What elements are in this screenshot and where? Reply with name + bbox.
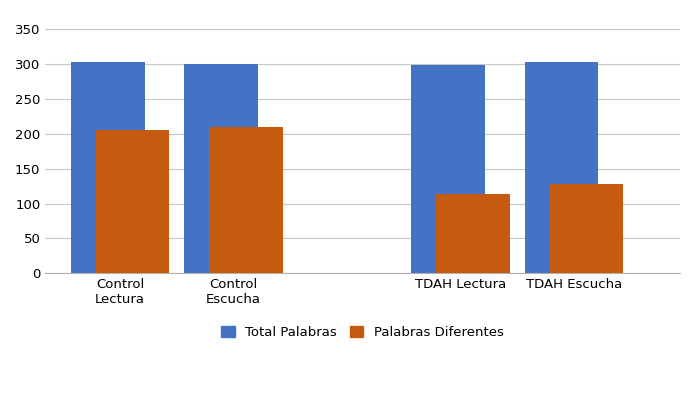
Bar xyxy=(184,64,258,273)
Bar xyxy=(411,65,485,273)
Legend: Total Palabras, Palabras Diferentes: Total Palabras, Palabras Diferentes xyxy=(216,321,509,344)
Bar xyxy=(550,184,623,273)
Bar xyxy=(436,195,510,273)
Bar xyxy=(96,130,170,273)
Bar xyxy=(525,63,598,273)
Bar xyxy=(209,127,283,273)
Bar xyxy=(71,63,145,273)
